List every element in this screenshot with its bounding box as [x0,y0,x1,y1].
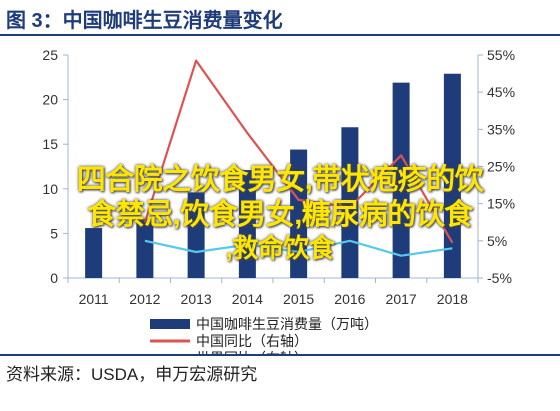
left-tick-label: 10 [42,181,58,197]
right-tick-label: 55% [487,47,515,63]
figure-title: 图 3：中国咖啡生豆消费量变化 [6,10,283,32]
left-tick-label: 25 [42,47,58,63]
legend-label-china-yoy: 中国同比（右轴） [196,333,308,349]
bar [341,127,359,278]
left-tick-label: 15 [42,136,58,152]
x-tick-label: 2018 [437,291,468,307]
bar [85,228,103,278]
legend-label-world-yoy: 世界同比（右轴） [196,350,308,354]
source-note: 资料来源：USDA，申万宏源研究 [6,365,258,384]
bar [238,170,256,278]
x-tick-label: 2012 [129,291,160,307]
left-tick-label: 20 [42,92,58,108]
left-tick-label: 5 [50,225,58,241]
overlay-text-line-1: 四合院之饮食男女,带状疱疹的饮 [76,164,484,196]
left-tick-label: 0 [50,270,58,286]
title-divider [0,34,560,36]
overlay-text-line-2: 食禁忌,饮食男女,糖尿病的饮食 [87,199,473,231]
world-yoy-line [144,239,453,257]
right-tick-label: 5% [487,233,507,249]
bar [187,192,205,278]
overlay-text-line-3: ,救命饮食 [225,233,335,263]
x-tick-label: 2011 [79,291,109,307]
right-tick-label: 15% [487,196,515,212]
x-tick-label: 2017 [386,291,417,307]
right-tick-label: 45% [487,84,515,100]
chart: 0 5 10 15 20 25 -5% 5% 15% 25% 35% 45% 55% 2011 2012 20… [42,47,515,354]
china-yoy-line [143,59,454,244]
legend-label-consumption: 中国咖啡生豆消费量（万吨） [196,316,378,332]
bar [136,219,154,278]
x-tick-label: 2013 [181,291,212,307]
right-tick-label: -5% [487,270,512,286]
bar [290,149,308,278]
right-tick-label: 25% [487,159,515,175]
right-tick-label: 35% [487,121,515,137]
x-tick-label: 2016 [334,291,365,307]
source-divider [0,354,560,356]
bar [443,73,461,279]
x-tick-label: 2014 [232,291,263,307]
x-tick-label: 2015 [283,291,314,307]
legend-swatch-bar [150,319,190,329]
bar [392,82,410,278]
